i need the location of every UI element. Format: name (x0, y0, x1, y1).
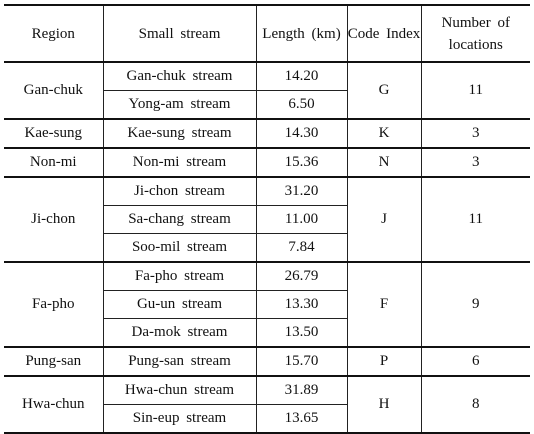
locations-cell: 3 (420, 147, 530, 178)
stream-name-cell: Pung-san stream (102, 346, 257, 377)
length-cell: 14.20 (255, 61, 348, 91)
streams-table: Region Small stream Length (km) Code Ind… (4, 4, 530, 434)
length-cell: 13.50 (255, 318, 348, 348)
stream-name-cell: Kae-sung stream (102, 118, 257, 149)
stream-name-cell: Non-mi stream (102, 147, 257, 178)
code-index-cell: H (346, 375, 422, 434)
stream-name-cell: Yong-am stream (103, 90, 257, 120)
stream-name-cell: Hwa-chun stream (102, 375, 257, 405)
code-index-cell: P (346, 346, 422, 377)
length-cell: 13.65 (255, 404, 348, 434)
length-cell: 26.79 (255, 261, 348, 291)
header-row: Region Small stream Length (km) Code Ind… (4, 4, 530, 63)
table-body: Gan-chuk Gan-chuk stream 14.20 G 11 Yong-am s… (4, 61, 530, 434)
table-header: Region Small stream Length (km) Code Ind… (4, 4, 530, 63)
locations-cell: 11 (420, 176, 530, 263)
code-index-cell: G (346, 61, 422, 120)
region-cell: Pung-san (4, 346, 104, 377)
header-number-of-locations: Number of locations (420, 4, 530, 63)
length-cell: 13.30 (255, 290, 348, 319)
table-row: Soo-mil stream 7.84 (4, 233, 530, 263)
region-cell: Gan-chuk (4, 61, 104, 120)
region-cell: Ji-chon (4, 176, 104, 263)
length-cell: 15.70 (255, 346, 348, 377)
header-region: Region (4, 4, 104, 63)
header-small-stream: Small stream (102, 4, 257, 63)
stream-name-cell: Gu-un stream (103, 290, 257, 319)
code-index-cell: K (346, 118, 422, 149)
table-row: Ji-chon Ji-chon stream 31.20 J 11 (4, 176, 530, 263)
stream-name-cell: Sin-eup stream (103, 404, 257, 434)
region-cell: Kae-sung (4, 118, 104, 149)
table-row: Gu-un stream 13.30 (4, 290, 530, 319)
region-cell: Non-mi (4, 147, 104, 178)
code-index-cell: N (346, 147, 422, 178)
locations-cell: 3 (420, 118, 530, 149)
stream-name-cell: Ji-chon stream (102, 176, 257, 206)
table-row: Pung-san Pung-san stream 15.70 P 6 (4, 346, 530, 377)
table-row: Gan-chuk Gan-chuk stream 14.20 G 11 (4, 61, 530, 120)
stream-name-cell: Fa-pho stream (102, 261, 257, 291)
length-cell: 31.20 (255, 176, 348, 206)
stream-name-cell: Gan-chuk stream (102, 61, 257, 91)
locations-cell: 6 (420, 346, 530, 377)
table-row: Sa-chang stream 11.00 (4, 205, 530, 234)
table-row: Non-mi Non-mi stream 15.36 N 3 (4, 147, 530, 178)
length-cell: 6.50 (255, 90, 348, 120)
table-row: Sin-eup stream 13.65 (4, 404, 530, 434)
length-cell: 14.30 (255, 118, 348, 149)
length-cell: 15.36 (255, 147, 348, 178)
table-row: Fa-pho Fa-pho stream 26.79 F 9 (4, 261, 530, 348)
header-length: Length (km) (255, 4, 348, 63)
region-cell: Hwa-chun (4, 375, 104, 434)
length-cell: 11.00 (255, 205, 348, 234)
header-code-index: Code Index (346, 4, 422, 63)
table-row: Da-mok stream 13.50 (4, 318, 530, 348)
locations-cell: 8 (420, 375, 530, 434)
code-index-cell: F (346, 261, 422, 348)
length-cell: 7.84 (255, 233, 348, 263)
table-row: Kae-sung Kae-sung stream 14.30 K 3 (4, 118, 530, 149)
stream-name-cell: Soo-mil stream (103, 233, 257, 263)
length-cell: 31.89 (255, 375, 348, 405)
code-index-cell: J (346, 176, 422, 263)
table-row: Yong-am stream 6.50 (4, 90, 530, 120)
region-cell: Fa-pho (4, 261, 104, 348)
table-row: Hwa-chun Hwa-chun stream 31.89 H 8 (4, 375, 530, 434)
locations-cell: 11 (420, 61, 530, 120)
stream-name-cell: Sa-chang stream (103, 205, 257, 234)
locations-cell: 9 (420, 261, 530, 348)
stream-name-cell: Da-mok stream (103, 318, 257, 348)
